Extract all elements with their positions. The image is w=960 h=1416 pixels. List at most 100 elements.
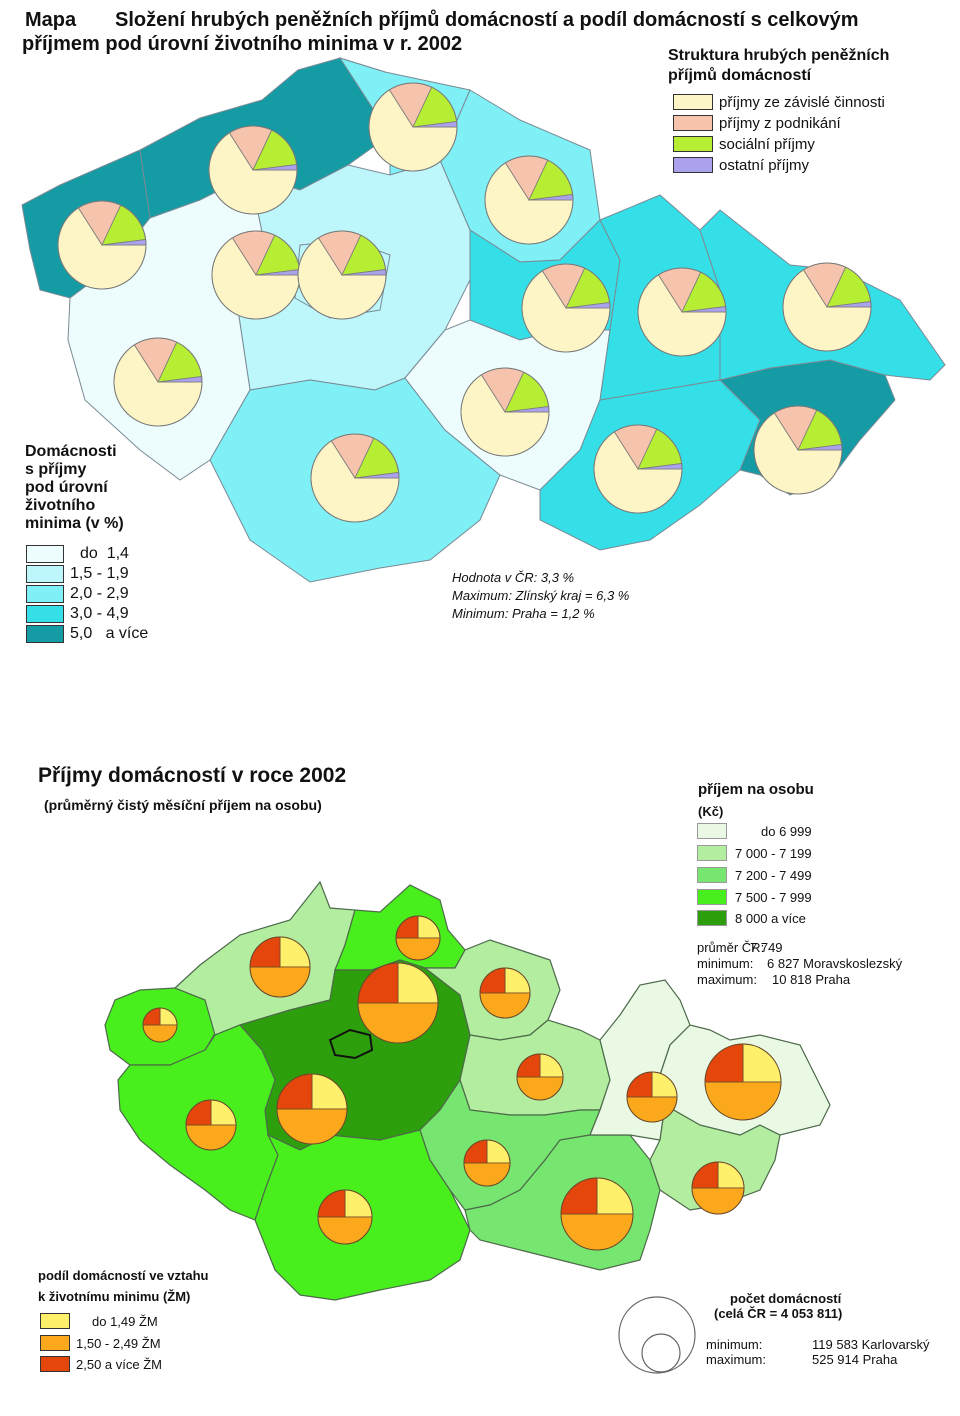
map2-pie-11-outline [317, 1189, 373, 1245]
map2-pie-5 [516, 1053, 564, 1101]
map1-pie-11 [310, 433, 400, 523]
map1-pie-legend-swatch-1 [673, 115, 713, 131]
map2-income-legend-title1: příjem na osobu [698, 781, 814, 798]
map2-pie-5-outline [516, 1053, 564, 1101]
map2-pie-10 [463, 1139, 511, 1187]
map1-class-legend-label-3: 3,0 - 4,9 [70, 605, 129, 622]
map2-share-legend-label-1: 1,50 - 2,49 ŽM [76, 1335, 161, 1351]
map2-count-legend-item-1-label: maximum: [706, 1352, 766, 1367]
map1-pie-legend-label-2: sociální příjmy [719, 135, 815, 153]
map2-income-legend-label-4: 8 000 a více [735, 910, 806, 926]
map2-income-legend-item-3: 7 500 - 7 999 [697, 887, 812, 907]
map2-income-legend-swatch-2 [697, 867, 727, 883]
map1-stat-2: Minimum: Praha = 1,2 % [452, 606, 595, 621]
map1-pie-1-outline [208, 125, 298, 215]
map2-income-legend-label-2: 7 200 - 7 499 [735, 867, 812, 883]
map1-title-line2: příjmem pod úrovní životního minima v r.… [22, 33, 463, 55]
map2-share-legend-item-1: 1,50 - 2,49 ŽM [40, 1333, 161, 1353]
map2-svg [104, 880, 831, 1374]
map2-income-legend-swatch-1 [697, 845, 727, 861]
map1-class-legend-label-1: 1,5 - 1,9 [70, 565, 129, 582]
map2-share-legend-title1: podíl domácností ve vztahu [38, 1268, 209, 1283]
map1-pie-0 [57, 200, 147, 290]
map1-pie-10-outline [460, 367, 550, 457]
map1-title-label: Mapa [25, 9, 77, 31]
map2-share-legend-title2: k životnímu minimu (ŽM) [38, 1289, 191, 1304]
map1-class-legend-title: Domácnosti s příjmy pod úrovní životního… [25, 443, 124, 533]
map1-pie-12 [753, 405, 843, 495]
map1-pie-legend-title2: příjmů domácností [668, 67, 812, 84]
map2-share-legend-item-2: 2,50 a více ŽM [40, 1354, 162, 1374]
map1-pie-5-outline [297, 230, 387, 320]
map1-pie-5 [297, 230, 387, 320]
map2-share-legend-item-0: do 1,49 ŽM [40, 1311, 158, 1331]
map2-pie-1 [249, 936, 311, 998]
map2-pie-2 [395, 915, 441, 961]
map2-subtitle: (průměrný čistý měsíční příjem na osobu) [44, 797, 322, 813]
map2-share-legend-label-2: 2,50 a více ŽM [76, 1356, 162, 1372]
map1-pie-legend-swatch-0 [673, 94, 713, 110]
map1-class-legend-title-line-2: pod úrovní [25, 479, 108, 496]
map2-income-legend-label-1: 7 000 - 7 199 [735, 845, 812, 861]
map1-pie-13-outline [593, 424, 683, 514]
map2-pie-11 [317, 1189, 373, 1245]
map2-pie-9-outline [704, 1043, 782, 1121]
map2-stat-2-value: 10 818 Praha [772, 972, 851, 987]
map1-stat-0: Hodnota v ČR: 3,3 % [452, 570, 575, 585]
map2-count-legend-item-1: maximum: 525 914 Praha [706, 1352, 897, 1367]
map1-pie-7-outline [637, 267, 727, 357]
map2-income-legend-item-1: 7 000 - 7 199 [697, 843, 812, 863]
map1-pie-legend-swatch-3 [673, 157, 713, 173]
map2-pie-6 [276, 1073, 348, 1145]
map1-pie-3 [484, 155, 574, 245]
map1-pies [57, 82, 872, 523]
map1-pie-9-outline [113, 337, 203, 427]
map2-pie-8 [626, 1071, 678, 1123]
map2-pie-13 [691, 1161, 745, 1215]
map2-share-legend-swatch-1 [40, 1335, 70, 1351]
map1-stat-1: Maximum: Zlínský kraj = 6,3 % [452, 588, 630, 603]
map1-pie-12-outline [753, 405, 843, 495]
map1-pie-legend-title1: Struktura hrubých peněžních [668, 47, 890, 64]
map2-pie-13-outline [691, 1161, 745, 1215]
map1-class-legend-label-0: do 1,4 [80, 545, 129, 562]
map1-pie-6-outline [521, 263, 611, 353]
map1-pie-legend-label-1: příjmy z podnikání [719, 114, 841, 132]
map2-income-legend-item-2: 7 200 - 7 499 [697, 865, 812, 885]
map2-pie-1-outline [249, 936, 311, 998]
map2-count-legend-item-0-label: minimum: [706, 1337, 763, 1352]
map1-pie-legend-swatch-2 [673, 136, 713, 152]
map2-pie-12 [560, 1177, 634, 1251]
map1-pie-10 [460, 367, 550, 457]
map1-class-legend-item-0: do 1,4 [26, 544, 129, 564]
map1-pie-8-outline [782, 262, 872, 352]
map1-region-plzensky [67, 174, 263, 481]
map2-stat-2-label: maximum: [697, 972, 757, 987]
map1-pie-2-outline [368, 82, 458, 172]
map2-pie-12-outline [560, 1177, 634, 1251]
map2-income-legend-label-3: 7 500 - 7 999 [735, 889, 812, 905]
map1-svg [21, 57, 946, 583]
map1-class-legend-title-line-4: minima (v %) [25, 515, 124, 532]
map1-pie-0-outline [57, 200, 147, 290]
map1-pie-11-outline [310, 433, 400, 523]
map1-class-legend-item-4: 5,0 a více [26, 624, 148, 644]
map1-pie-1 [208, 125, 298, 215]
map1-pie-4 [211, 230, 301, 320]
map2-pie-8-outline [626, 1071, 678, 1123]
map1-pie-9 [113, 337, 203, 427]
map1-pie-legend-item-1: příjmy z podnikání [673, 113, 841, 133]
map2-pie-4-outline [479, 967, 531, 1019]
map1-pie-8 [782, 262, 872, 352]
map2-count-legend-item-0-value: 119 583 Karlovarský [812, 1337, 930, 1352]
map1-class-legend-item-2: 2,0 - 2,9 [26, 584, 129, 604]
map2-count-legend-title2: (celá ČR = 4 053 811) [714, 1306, 843, 1321]
map2-stat-0: průměr ČR:7 749 [697, 940, 783, 955]
map2-stat-0-value: 7 749 [750, 940, 783, 955]
map2-pie-3 [357, 962, 439, 1044]
map2-income-legend-label-0: do 6 999 [761, 823, 812, 839]
map2-pies [142, 915, 782, 1251]
map1-class-legend-swatch-1 [26, 565, 64, 583]
map1-class-legend-swatch-0 [26, 545, 64, 563]
map1-pie-2 [368, 82, 458, 172]
